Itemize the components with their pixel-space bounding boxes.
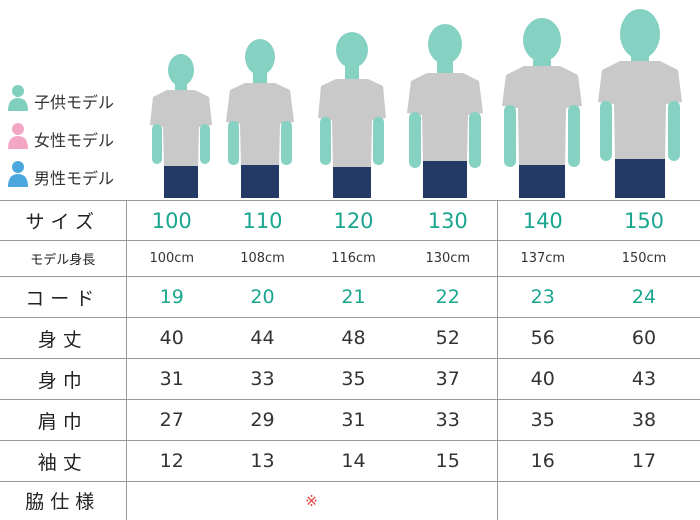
size-cell: 110: [242, 208, 283, 233]
height-cell: 108cm: [240, 251, 285, 266]
value-cell: 14: [341, 450, 366, 472]
person-icon: [8, 123, 28, 149]
row-label: 身丈: [0, 317, 127, 359]
size-spec-table: サイズ 100 110 120 130 140 150 モデル身長 100cm …: [0, 200, 700, 520]
value-cell: 33: [399, 399, 498, 441]
height-cell: 137cm: [520, 251, 566, 266]
child-model-figure: [318, 32, 386, 198]
value-cell: 56: [530, 327, 555, 349]
value-cell: 13: [250, 450, 275, 472]
table-row-body-length: 身丈 40 44 48 52 56 60: [0, 317, 700, 359]
model-figures: [150, 9, 682, 198]
side-spec-empty: [497, 482, 700, 520]
legend-label-male: 男性モデル: [34, 169, 115, 188]
table-row-shoulder-width: 肩巾 27 29 31 33 35 38: [0, 399, 700, 441]
code-cell: 22: [399, 276, 498, 318]
value-cell: 52: [399, 317, 498, 359]
value-cell: 29: [250, 409, 275, 431]
value-cell: 38: [631, 409, 657, 431]
value-cell: 60: [631, 327, 657, 349]
code-cell: 19: [159, 286, 184, 308]
code-cell: 21: [341, 286, 366, 308]
legend-label-child: 子供モデル: [34, 93, 115, 112]
value-cell: 40: [159, 327, 184, 349]
value-cell: 16: [530, 450, 555, 472]
child-model-figure: [150, 54, 212, 198]
value-cell: 44: [250, 327, 275, 349]
value-cell: 27: [159, 409, 184, 431]
code-cell: 20: [250, 286, 275, 308]
value-cell: 48: [341, 327, 366, 349]
value-cell: 17: [631, 450, 657, 472]
side-spec-label: 脇仕様: [0, 481, 127, 520]
table-row-model-height: モデル身長 100cm 108cm 116cm 130cm 137cm 150c…: [0, 240, 700, 277]
height-cell: 100cm: [149, 251, 195, 266]
size-cell: 150: [623, 208, 665, 233]
size-cell: 140: [522, 208, 563, 233]
value-cell: 33: [250, 368, 275, 390]
table-row-side-spec: 脇仕様 ※: [0, 481, 700, 520]
code-label: コード: [0, 276, 127, 318]
table-row-body-width: 身巾 31 33 35 37 40 43: [0, 358, 700, 400]
note-mark: ※: [305, 492, 318, 511]
child-model-figure: [226, 39, 294, 198]
child-model-figure: [502, 18, 582, 198]
value-cell: 37: [399, 358, 498, 400]
height-cell: 150cm: [621, 251, 667, 266]
row-label: 身巾: [0, 358, 127, 400]
legend-label-female: 女性モデル: [34, 131, 115, 150]
value-cell: 15: [399, 440, 498, 482]
value-cell: 31: [159, 368, 184, 390]
row-label: 肩巾: [0, 399, 127, 441]
code-cell: 23: [530, 286, 555, 308]
table-row-sleeve-length: 袖丈 12 13 14 15 16 17: [0, 440, 700, 482]
side-spec-note: ※: [126, 481, 498, 520]
person-icon: [8, 161, 28, 187]
value-cell: 35: [341, 368, 366, 390]
person-icon: [8, 85, 28, 111]
size-label: サイズ: [0, 200, 127, 241]
table-row-size: サイズ 100 110 120 130 140 150: [0, 200, 700, 241]
code-cell: 24: [631, 286, 657, 308]
value-cell: 40: [530, 368, 555, 390]
row-label: 袖丈: [0, 440, 127, 482]
table-row-code: コード 19 20 21 22 23 24: [0, 276, 700, 318]
size-cell: 100: [151, 208, 192, 233]
value-cell: 12: [159, 450, 184, 472]
value-cell: 31: [341, 409, 366, 431]
height-cell: 116cm: [331, 251, 376, 266]
value-cell: 35: [530, 409, 555, 431]
value-cell: 43: [631, 368, 657, 390]
size-cell: 130: [399, 200, 498, 241]
size-cell: 120: [333, 208, 374, 233]
child-model-figure: [407, 24, 483, 198]
model-height-label: モデル身長: [0, 240, 127, 277]
child-model-figure: [598, 9, 682, 198]
height-cell: 130cm: [399, 240, 498, 277]
